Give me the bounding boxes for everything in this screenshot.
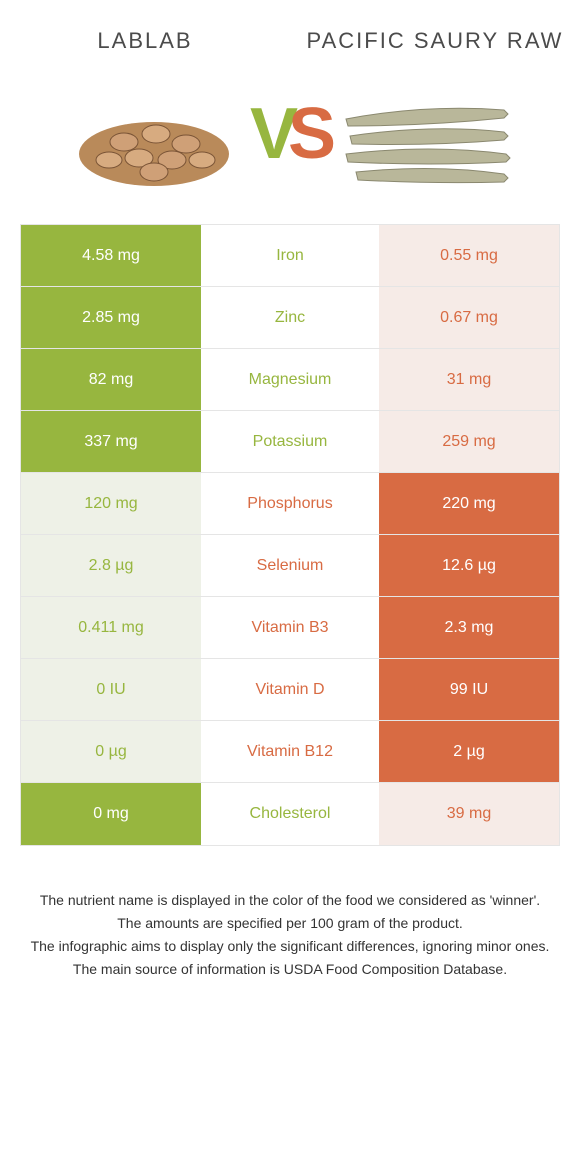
left-value: 337 mg <box>21 411 201 472</box>
right-value: 31 mg <box>379 349 559 410</box>
nutrient-name: Phosphorus <box>201 473 379 534</box>
left-food-image <box>64 74 244 194</box>
right-value: 2.3 mg <box>379 597 559 658</box>
nutrient-name: Magnesium <box>201 349 379 410</box>
left-value: 2.85 mg <box>21 287 201 348</box>
left-value: 0 mg <box>21 783 201 845</box>
table-row: 2.8 µgSelenium12.6 µg <box>21 535 559 597</box>
right-value: 2 µg <box>379 721 559 782</box>
table-row: 337 mgPotassium259 mg <box>21 411 559 473</box>
table-row: 0 IUVitamin D99 IU <box>21 659 559 721</box>
table-row: 0.411 mgVitamin B32.3 mg <box>21 597 559 659</box>
nutrient-name: Iron <box>201 225 379 286</box>
table-row: 0 mgCholesterol39 mg <box>21 783 559 845</box>
footnote-line: The infographic aims to display only the… <box>30 936 550 957</box>
left-value: 82 mg <box>21 349 201 410</box>
left-value: 120 mg <box>21 473 201 534</box>
hero-row: VS <box>0 64 580 224</box>
vs-v: V <box>250 98 292 170</box>
table-row: 82 mgMagnesium31 mg <box>21 349 559 411</box>
right-value: 99 IU <box>379 659 559 720</box>
title-row: LABLAB PACIFIC SAURY RAW <box>0 0 580 64</box>
vs-s: S <box>288 98 330 170</box>
nutrient-name: Cholesterol <box>201 783 379 845</box>
nutrient-name: Zinc <box>201 287 379 348</box>
right-value: 0.55 mg <box>379 225 559 286</box>
left-value: 2.8 µg <box>21 535 201 596</box>
left-value: 4.58 mg <box>21 225 201 286</box>
right-value: 39 mg <box>379 783 559 845</box>
left-value: 0 IU <box>21 659 201 720</box>
title-left: LABLAB <box>0 28 290 54</box>
right-value: 0.67 mg <box>379 287 559 348</box>
right-value: 220 mg <box>379 473 559 534</box>
title-right: PACIFIC SAURY RAW <box>290 28 580 54</box>
comparison-table: 4.58 mgIron0.55 mg2.85 mgZinc0.67 mg82 m… <box>20 224 560 846</box>
footnote-line: The main source of information is USDA F… <box>30 959 550 980</box>
table-row: 0 µgVitamin B122 µg <box>21 721 559 783</box>
nutrient-name: Selenium <box>201 535 379 596</box>
nutrient-name: Vitamin B12 <box>201 721 379 782</box>
table-row: 120 mgPhosphorus220 mg <box>21 473 559 535</box>
left-value: 0 µg <box>21 721 201 782</box>
nutrient-name: Vitamin B3 <box>201 597 379 658</box>
left-value: 0.411 mg <box>21 597 201 658</box>
table-row: 2.85 mgZinc0.67 mg <box>21 287 559 349</box>
right-food-image <box>336 74 516 194</box>
table-row: 4.58 mgIron0.55 mg <box>21 225 559 287</box>
right-value: 12.6 µg <box>379 535 559 596</box>
footnotes: The nutrient name is displayed in the co… <box>30 890 550 980</box>
vs-label: VS <box>244 98 336 170</box>
footnote-line: The amounts are specified per 100 gram o… <box>30 913 550 934</box>
nutrient-name: Vitamin D <box>201 659 379 720</box>
nutrient-name: Potassium <box>201 411 379 472</box>
right-value: 259 mg <box>379 411 559 472</box>
footnote-line: The nutrient name is displayed in the co… <box>30 890 550 911</box>
